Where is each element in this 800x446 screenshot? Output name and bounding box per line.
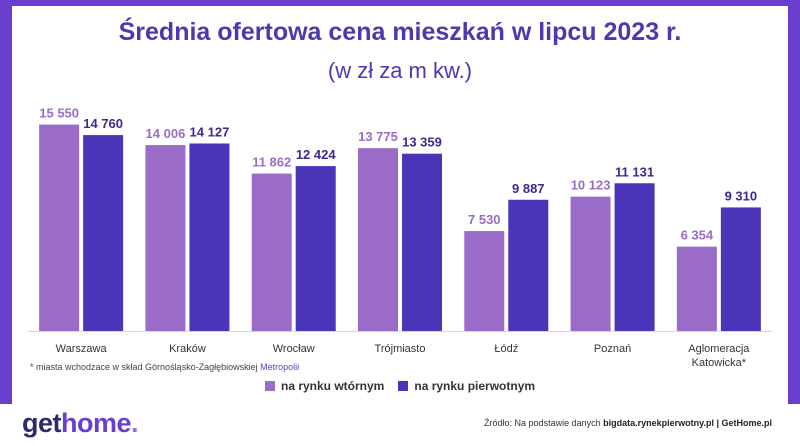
legend-swatch-primary	[398, 381, 409, 391]
data-label: 14 127	[190, 124, 230, 139]
logo-home: home	[61, 408, 132, 438]
legend-swatch-secondary	[265, 381, 275, 391]
bar-primary	[295, 166, 336, 331]
category-label: Trójmiasto	[375, 343, 426, 355]
bar-secondary	[251, 173, 292, 331]
legend-label-primary: na rynku pierwotnym	[414, 379, 536, 393]
legend-item-secondary: na rynku wtórnym	[265, 379, 384, 393]
category-label: Łódź	[494, 343, 518, 355]
category-label: Poznań	[594, 343, 631, 355]
data-label: 9 887	[512, 181, 545, 196]
data-label: 14 760	[83, 116, 123, 131]
bar-primary	[402, 153, 442, 331]
bar-primary	[508, 199, 549, 331]
chart-title: Średnia ofertowa cena mieszkań w lipcu 2…	[118, 18, 682, 46]
data-label: 11 862	[252, 155, 291, 170]
category-label: Kraków	[169, 343, 206, 355]
data-label: 12 424	[296, 147, 337, 162]
bar-primary	[720, 207, 761, 331]
bar-secondary	[358, 148, 398, 331]
data-label: 13 359	[402, 135, 442, 150]
bar-secondary	[570, 196, 611, 331]
data-label: 14 006	[146, 126, 186, 141]
bar-primary	[614, 183, 655, 331]
data-label: 7 530	[468, 212, 501, 227]
data-label: 10 123	[571, 178, 611, 193]
legend-label-secondary: na rynku wtórnym	[281, 379, 385, 393]
category-label: Warszawa	[56, 343, 108, 355]
legend-item-primary: na rynku pierwotnym	[398, 379, 535, 393]
legend: na rynku wtórnym na rynku pierwotnym	[265, 379, 535, 393]
data-label: 9 310	[725, 188, 758, 203]
footnote: * miasta wchodzace w skład Górnośląsko-Z…	[30, 362, 299, 372]
bar-secondary	[464, 231, 505, 331]
chart-subtitle: (w zł za m kw.)	[327, 58, 473, 83]
logo-get: get	[22, 408, 62, 438]
bar-secondary	[39, 124, 80, 331]
data-label: 6 354	[681, 228, 714, 243]
footer-bar	[0, 404, 800, 446]
source-note: Źródło: Na podstawie danych bigdata.ryne…	[484, 418, 772, 428]
bar-secondary	[145, 145, 186, 331]
footnote-accent: Metropolii	[260, 362, 300, 372]
category-label: Aglomeracja	[688, 343, 750, 355]
footnote-text: * miasta wchodzace w skład Górnośląsko-Z…	[30, 362, 261, 372]
data-label: 15 550	[39, 106, 79, 121]
source-prefix: Źródło: Na podstawie danych	[484, 418, 604, 428]
gethome-logo: gethome.	[22, 408, 139, 439]
logo-dot: .	[131, 408, 139, 438]
bar-primary	[83, 135, 124, 331]
source-bold: bigdata.rynekpierwotny.pl | GetHome.pl	[603, 418, 772, 428]
chart-card	[12, 6, 788, 407]
category-label: Wrocław	[273, 343, 315, 355]
category-label: Katowicka*	[692, 357, 747, 369]
bar-secondary	[676, 246, 717, 331]
data-label: 13 775	[358, 129, 398, 144]
bar-primary	[189, 143, 230, 331]
data-label: 11 131	[615, 164, 654, 179]
